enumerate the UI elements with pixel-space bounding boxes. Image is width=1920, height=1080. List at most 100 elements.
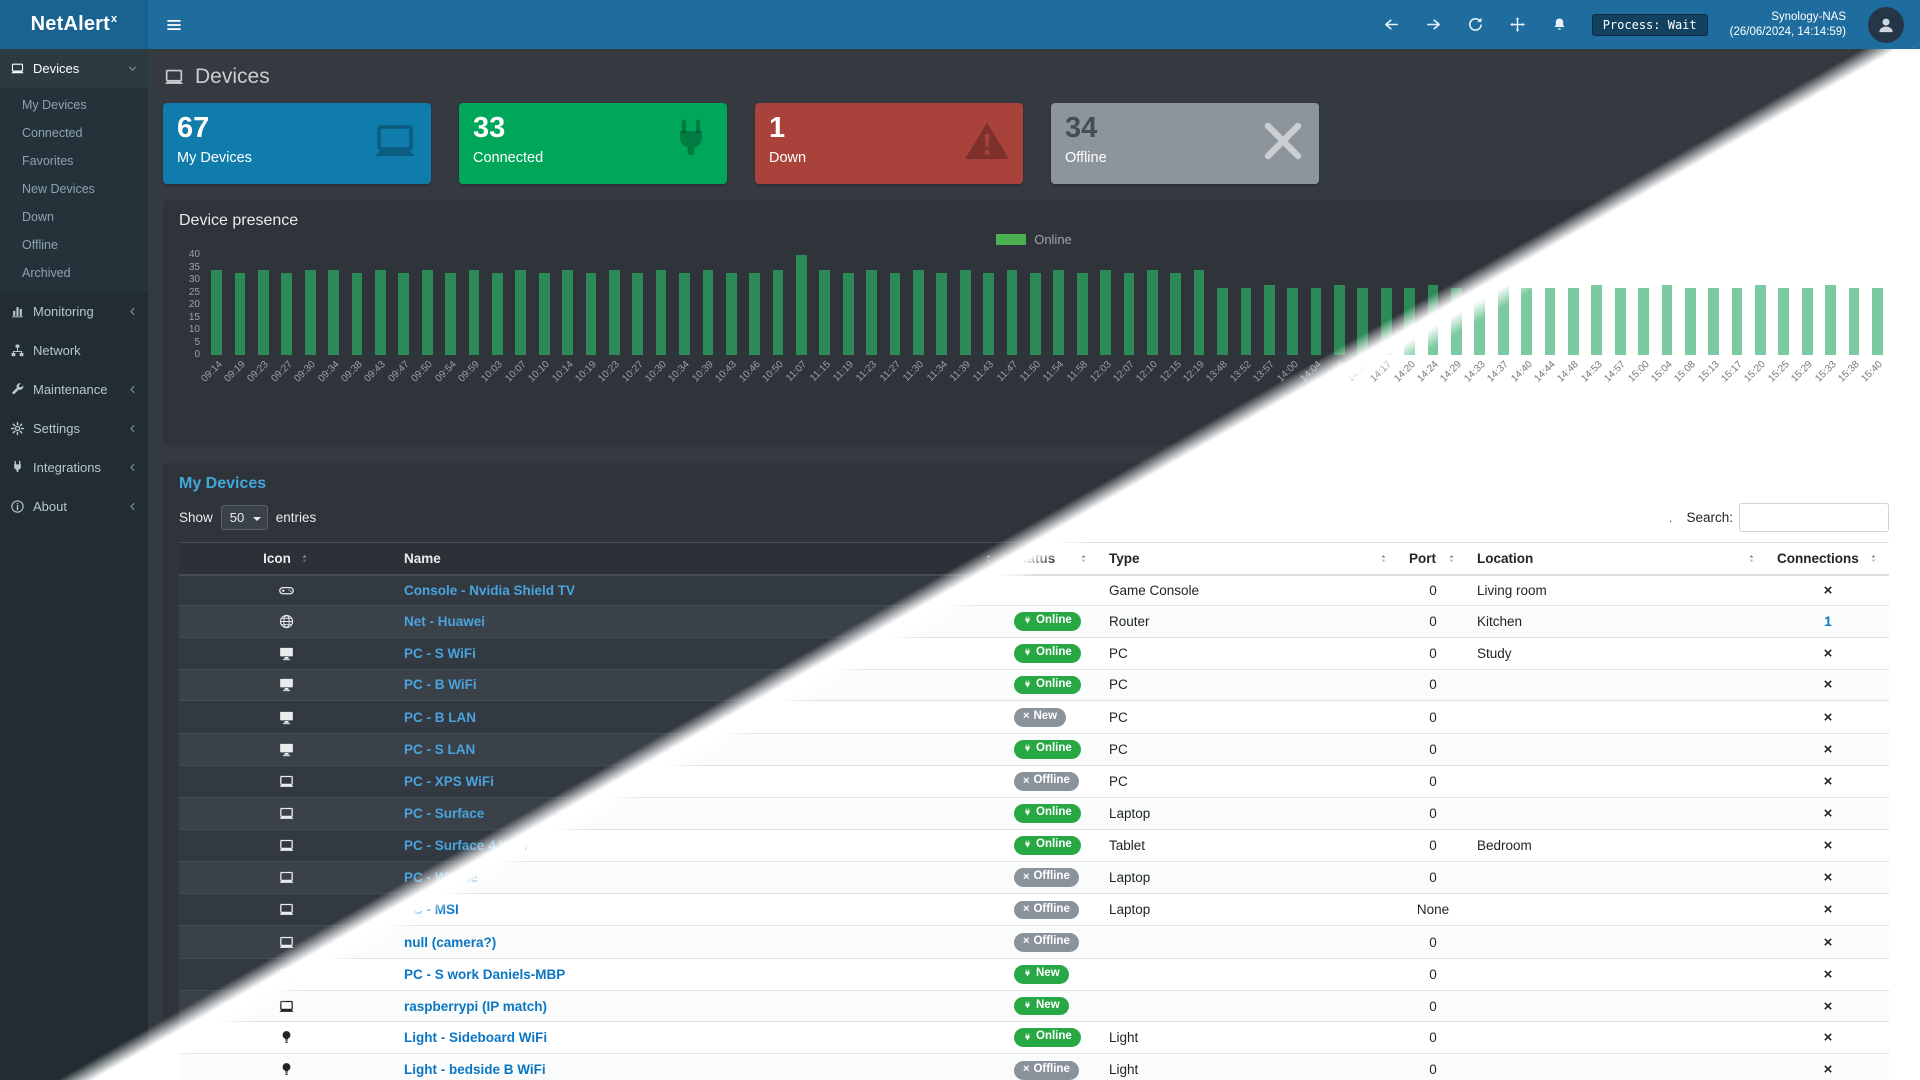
nav-forward-button[interactable] <box>1424 15 1444 35</box>
device-connections-cell: × <box>1767 700 1889 734</box>
sidebar-item-maintenance[interactable]: Maintenance <box>0 370 148 409</box>
chart-bar <box>1217 287 1228 355</box>
sidebar-item-integrations[interactable]: Integrations <box>0 448 148 487</box>
device-name-link[interactable]: Console - Nvidia Shield TV <box>404 583 576 598</box>
device-name-link[interactable]: PC - S WiFi <box>404 645 476 661</box>
device-name-link[interactable]: PC - XPS WiFi <box>404 773 494 789</box>
column-header-name[interactable]: Name <box>394 542 1004 576</box>
sidebar-item-network[interactable]: Network <box>0 331 148 370</box>
topbar-nav-icons <box>1382 15 1570 35</box>
delete-connection-icon[interactable]: × <box>1823 836 1833 854</box>
x-axis-tick-label: 11:07 <box>784 359 810 384</box>
chart-bar-column: 11:15 <box>808 255 836 384</box>
laptop-icon <box>278 837 295 854</box>
device-icon-cell <box>179 605 394 638</box>
column-header-inner: Type <box>1109 551 1389 566</box>
chart-bar-column: 13:57 <box>1252 255 1281 384</box>
device-location-cell <box>1467 925 1767 959</box>
sidebar-subitem-favorites[interactable]: Favorites <box>22 154 74 168</box>
delete-connection-icon[interactable]: × <box>1823 901 1833 919</box>
legend-swatch <box>996 234 1027 245</box>
desktop-icon <box>278 709 295 726</box>
delete-connection-icon[interactable]: × <box>1823 933 1833 951</box>
sidebar-item-settings[interactable]: Settings <box>0 409 148 448</box>
column-header-location[interactable]: Location <box>1467 542 1767 576</box>
device-name-link[interactable]: PC - B LAN <box>404 709 476 725</box>
chart-bar-column: 09:23 <box>246 255 275 384</box>
nav-back-button[interactable] <box>1382 15 1402 35</box>
device-connections-cell: × <box>1767 1053 1889 1080</box>
device-name-link[interactable]: PC - S work Daniels-MBP <box>404 966 566 982</box>
delete-connection-icon[interactable]: × <box>1823 965 1833 983</box>
sidebar-subitem-connected[interactable]: Connected <box>22 126 83 140</box>
column-header-label: Port <box>1409 551 1436 566</box>
chart-bar <box>749 272 761 355</box>
x-axis-tick-label: 10:43 <box>713 359 740 385</box>
x-axis-tick-label: 11:23 <box>854 359 880 384</box>
device-name-cell: raspberrypi (IP match) <box>394 990 1004 1023</box>
sidebar-item-monitoring[interactable]: Monitoring <box>0 292 148 331</box>
device-name-link[interactable]: PC - B WiFi <box>404 677 477 693</box>
sidebar-subitem-my-devices[interactable]: My Devices <box>22 98 87 112</box>
connections-count-link[interactable]: 1 <box>1824 613 1832 629</box>
delete-connection-icon[interactable]: × <box>1823 997 1833 1015</box>
device-name-link[interactable]: raspberrypi (IP match) <box>404 998 548 1014</box>
device-name-link[interactable]: PC - S LAN <box>404 741 476 757</box>
sidebar-subitem-down[interactable]: Down <box>22 210 54 224</box>
notifications-button[interactable] <box>1550 15 1570 35</box>
delete-connection-icon[interactable]: × <box>1823 740 1833 758</box>
refresh-button[interactable] <box>1466 15 1486 35</box>
delete-connection-icon[interactable]: × <box>1823 644 1833 662</box>
chart-bar <box>1778 287 1790 355</box>
sidebar-subitem-archived[interactable]: Archived <box>22 266 71 280</box>
column-header-connections[interactable]: Connections <box>1767 542 1889 576</box>
device-name-link[interactable]: Light - bedside B WiFi <box>404 1062 546 1078</box>
delete-connection-icon[interactable]: × <box>1823 708 1833 726</box>
sidebar-subitem-offline[interactable]: Offline <box>22 238 58 252</box>
device-type-cell: Laptop <box>1099 797 1399 830</box>
delete-connection-icon[interactable]: × <box>1823 1061 1833 1079</box>
plug-icon <box>10 460 25 475</box>
delete-connection-icon[interactable]: × <box>1823 804 1833 822</box>
page-size-select[interactable]: 50 <box>220 505 268 530</box>
device-name-link[interactable]: Net - Huawei <box>404 613 486 629</box>
column-header-icon[interactable]: Icon <box>179 542 394 576</box>
logo-text: NetAlertx <box>30 13 118 35</box>
sidebar-item-about[interactable]: About <box>0 487 148 526</box>
move-button[interactable] <box>1508 15 1528 35</box>
device-type-cell: Light <box>1099 1021 1399 1055</box>
sidebar-item-devices[interactable]: Devices <box>0 49 148 88</box>
device-name-link[interactable]: null (camera?) <box>404 934 497 950</box>
device-name-link[interactable]: PC - Surface <box>404 805 485 821</box>
device-connections-cell: × <box>1767 893 1889 927</box>
sidebar-toggle-button[interactable] <box>148 0 200 49</box>
x-axis-tick-label: 09:27 <box>269 359 295 385</box>
chart-bar <box>959 270 971 355</box>
x-axis-tick-label: 10:14 <box>549 359 576 385</box>
device-name-link[interactable]: Light - Sideboard WiFi <box>404 1030 548 1046</box>
chart-bar <box>304 270 316 355</box>
chart-bar-column: 09:47 <box>386 255 415 384</box>
search-input[interactable] <box>1739 503 1889 532</box>
process-status-badge: Process: Wait <box>1591 13 1708 36</box>
chevron-left-icon <box>127 462 138 473</box>
delete-connection-icon[interactable]: × <box>1823 582 1833 599</box>
x-icon: × <box>1023 710 1030 723</box>
column-header-port[interactable]: Port <box>1399 542 1467 576</box>
delete-connection-icon[interactable]: × <box>1823 868 1833 886</box>
avatar[interactable] <box>1868 6 1904 43</box>
chart-bar-column: 09:27 <box>269 255 298 384</box>
delete-connection-icon[interactable]: × <box>1823 772 1833 790</box>
sidebar-item-label: Devices <box>33 61 80 76</box>
plug-icon <box>1023 1033 1032 1042</box>
delete-connection-icon[interactable]: × <box>1823 676 1833 694</box>
sidebar-subitem-new-devices[interactable]: New Devices <box>22 182 95 196</box>
column-header-type[interactable]: Type <box>1099 542 1399 576</box>
app-logo[interactable]: NetAlertx <box>0 0 148 49</box>
delete-connection-icon[interactable]: × <box>1823 1029 1833 1047</box>
